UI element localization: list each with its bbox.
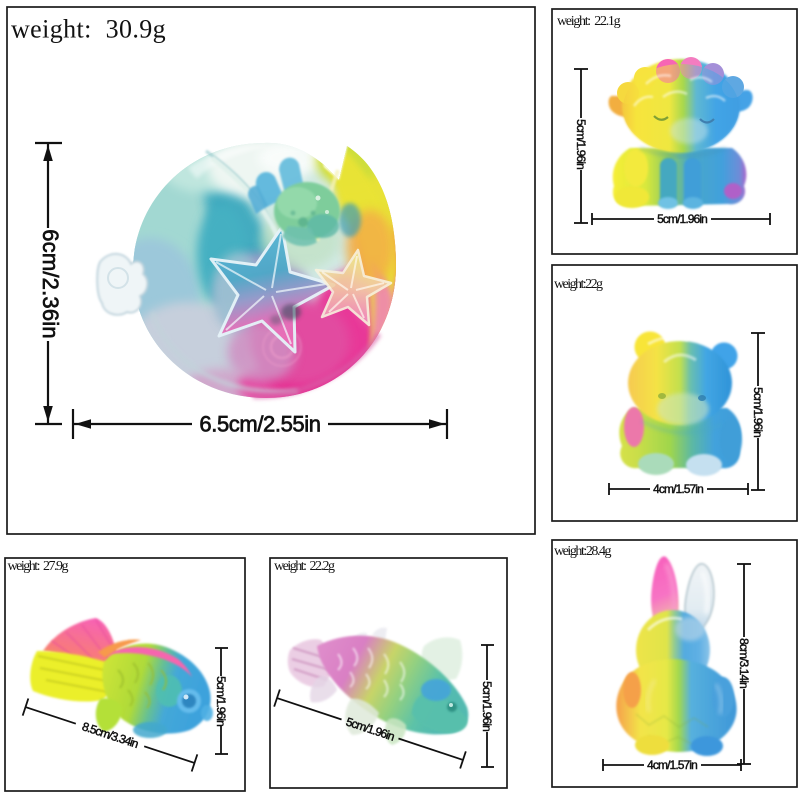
svg-text:5cm/1.96in: 5cm/1.96in: [751, 387, 765, 437]
svg-text:5cm/1.96in: 5cm/1.96in: [657, 212, 707, 226]
svg-text:weight: 22.2g: weight: 22.2g: [274, 559, 335, 574]
svg-text:5cm/1.96in: 5cm/1.96in: [214, 676, 228, 726]
svg-text:6cm/2.36in: 6cm/2.36in: [38, 229, 63, 339]
svg-text:weight: 27.9g: weight: 27.9g: [8, 559, 69, 574]
svg-text:weight:22g: weight:22g: [554, 277, 603, 292]
svg-text:4cm/1.57in: 4cm/1.57in: [647, 758, 697, 772]
svg-text:weight: 30.9g: weight: 30.9g: [11, 15, 166, 44]
svg-text:5cm/1.96in: 5cm/1.96in: [480, 681, 494, 731]
svg-text:weight: 22.1g: weight: 22.1g: [557, 14, 621, 29]
svg-text:8cm/3.14in: 8cm/3.14in: [737, 638, 751, 688]
svg-text:5cm/1.96in: 5cm/1.96in: [574, 119, 588, 169]
svg-text:weight:28.4g: weight:28.4g: [554, 544, 612, 559]
svg-text:4cm/1.57in: 4cm/1.57in: [653, 482, 703, 496]
svg-text:6.5cm/2.55in: 6.5cm/2.55in: [199, 412, 320, 437]
